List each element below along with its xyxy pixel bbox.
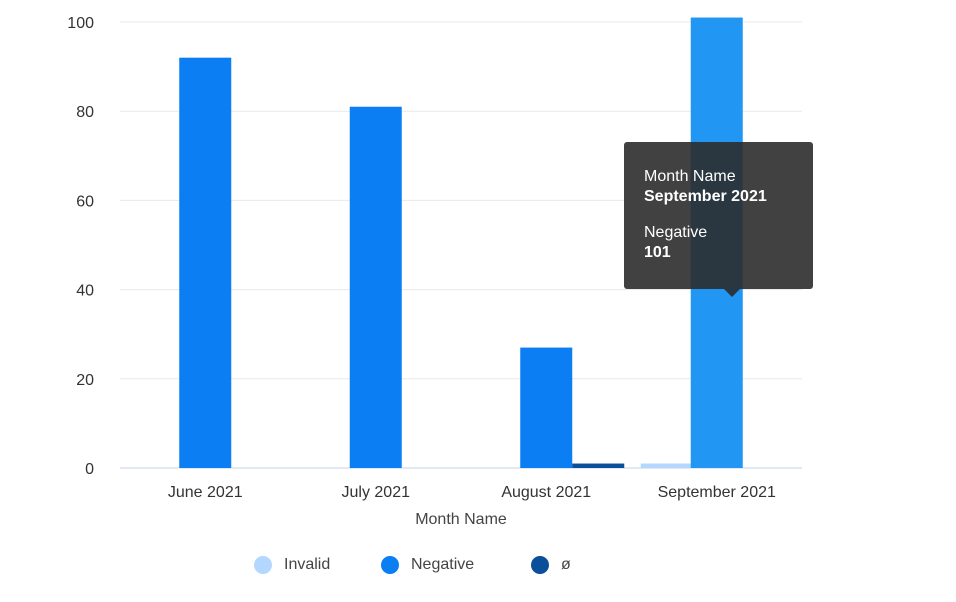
chart-tooltip: Month Name September 2021 Negative 101	[624, 142, 813, 297]
legend-label-null: ø	[561, 556, 571, 573]
y-tick-label: 20	[76, 372, 94, 389]
legend-label-invalid: Invalid	[284, 556, 331, 573]
legend-item-negative[interactable]: Negative	[381, 553, 474, 577]
legend-item-null[interactable]: ø	[531, 553, 571, 577]
tooltip-arrow	[724, 289, 740, 297]
legend-item-invalid[interactable]: Invalid	[254, 553, 330, 577]
bar-negative-0[interactable]	[179, 57, 232, 469]
x-tick-label: June 2021	[168, 484, 243, 501]
y-tick-label: 60	[76, 193, 94, 210]
tooltip-value-month: September 2021	[644, 188, 767, 205]
tooltip-key-month: Month Name	[644, 168, 736, 185]
x-axis-ticks: June 2021 July 2021 August 2021 September 2…	[168, 484, 776, 501]
y-axis-ticks: 0 20 40 60 80 100	[67, 15, 94, 478]
legend: Invalid Negative ø	[0, 553, 956, 579]
tooltip-key-series: Negative	[644, 224, 708, 241]
bar-invalid-3[interactable]	[640, 463, 693, 468]
y-tick-label: 80	[76, 104, 94, 121]
y-tick-label: 100	[67, 15, 94, 32]
x-tick-label: July 2021	[342, 484, 411, 501]
bar--2[interactable]	[572, 463, 625, 468]
x-tick-label: August 2021	[501, 484, 591, 501]
bar-negative-2[interactable]	[520, 347, 573, 468]
tooltip-value-series: 101	[644, 244, 671, 261]
x-axis-title: Month Name	[415, 511, 507, 528]
legend-dot-icon	[254, 556, 272, 574]
legend-label-negative: Negative	[411, 556, 475, 573]
legend-dot-icon	[531, 556, 549, 574]
legend-dot-icon	[381, 556, 399, 574]
y-tick-label: 40	[76, 283, 94, 300]
bar-negative-1[interactable]	[349, 106, 402, 469]
x-tick-label: September 2021	[658, 484, 776, 501]
y-tick-label: 0	[85, 461, 94, 478]
